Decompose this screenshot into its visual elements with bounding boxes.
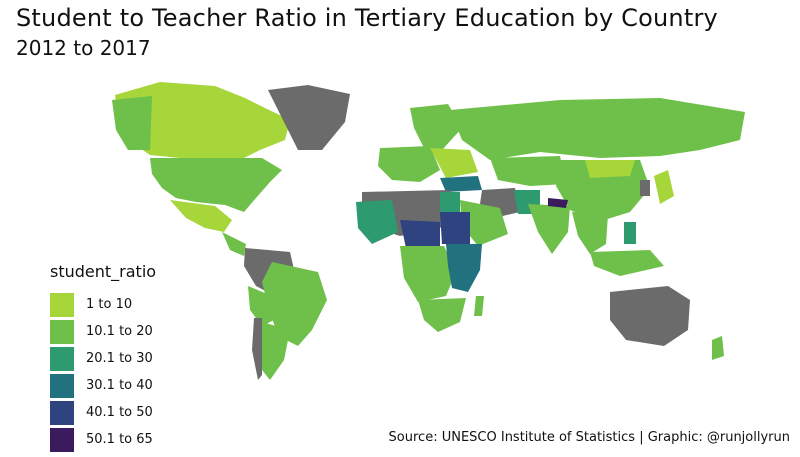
region-mexico[interactable]	[170, 200, 232, 232]
legend-label: 40.1 to 50	[86, 405, 153, 420]
chart-subtitle: 2012 to 2017	[16, 36, 151, 60]
legend-label: 20.1 to 30	[86, 351, 153, 366]
legend-label: 1 to 10	[86, 297, 133, 312]
map-legend: student_ratio 1 to 10 10.1 to 20 20.1 to 3…	[50, 262, 156, 453]
region-canada[interactable]	[115, 82, 290, 160]
legend-swatch	[50, 427, 74, 452]
region-egypt[interactable]	[440, 192, 460, 212]
region-sahel[interactable]	[400, 220, 440, 248]
region-japan[interactable]	[654, 170, 674, 204]
region-greenland[interactable]	[268, 85, 350, 150]
region-central-america[interactable]	[222, 232, 246, 256]
legend-label: 50.1 to 65	[86, 432, 153, 447]
legend-label: 30.1 to 40	[86, 378, 153, 393]
region-east-africa[interactable]	[446, 244, 482, 292]
region-turkey[interactable]	[440, 176, 482, 192]
legend-item: 40.1 to 50	[50, 399, 156, 426]
region-nepal[interactable]	[548, 198, 568, 208]
region-argentina[interactable]	[262, 322, 290, 380]
region-central-africa[interactable]	[400, 246, 456, 302]
chart-title: Student to Teacher Ratio in Tertiary Edu…	[16, 4, 718, 32]
region-russia[interactable]	[450, 98, 745, 160]
region-eastern-europe[interactable]	[430, 148, 478, 178]
region-alaska[interactable]	[112, 96, 152, 150]
region-southeast-asia[interactable]	[572, 212, 608, 254]
legend-swatch	[50, 292, 74, 317]
region-usa[interactable]	[150, 158, 282, 212]
region-brazil[interactable]	[262, 262, 327, 346]
legend-swatch	[50, 319, 74, 344]
legend-swatch	[50, 400, 74, 425]
region-kazakhstan[interactable]	[490, 156, 566, 186]
region-philippines[interactable]	[624, 222, 636, 244]
legend-items: 1 to 10 10.1 to 20 20.1 to 30 30.1 to 40 40.…	[50, 291, 156, 453]
legend-item: 1 to 10	[50, 291, 156, 318]
region-korea[interactable]	[640, 180, 650, 196]
region-new-zealand[interactable]	[712, 336, 724, 360]
legend-item: 10.1 to 20	[50, 318, 156, 345]
region-scandinavia[interactable]	[410, 104, 462, 150]
region-peru-bolivia[interactable]	[248, 286, 274, 326]
legend-swatch	[50, 373, 74, 398]
region-southern-africa[interactable]	[418, 298, 466, 332]
region-chile[interactable]	[252, 318, 262, 380]
region-western-europe[interactable]	[378, 146, 440, 182]
region-india[interactable]	[528, 204, 570, 254]
region-arabia[interactable]	[460, 200, 508, 246]
legend-item: 20.1 to 30	[50, 345, 156, 372]
legend-title: student_ratio	[50, 262, 157, 281]
region-mongolia[interactable]	[585, 160, 635, 178]
source-caption: Source: UNESCO Institute of Statistics |…	[388, 430, 790, 445]
region-west-africa[interactable]	[356, 200, 398, 244]
legend-label: 10.1 to 20	[86, 324, 153, 339]
legend-swatch	[50, 346, 74, 371]
region-australia[interactable]	[610, 286, 690, 346]
region-indonesia[interactable]	[590, 250, 664, 276]
region-madagascar[interactable]	[474, 296, 484, 316]
legend-item: 50.1 to 65	[50, 426, 156, 453]
region-sudan[interactable]	[440, 212, 470, 244]
legend-item: 30.1 to 40	[50, 372, 156, 399]
